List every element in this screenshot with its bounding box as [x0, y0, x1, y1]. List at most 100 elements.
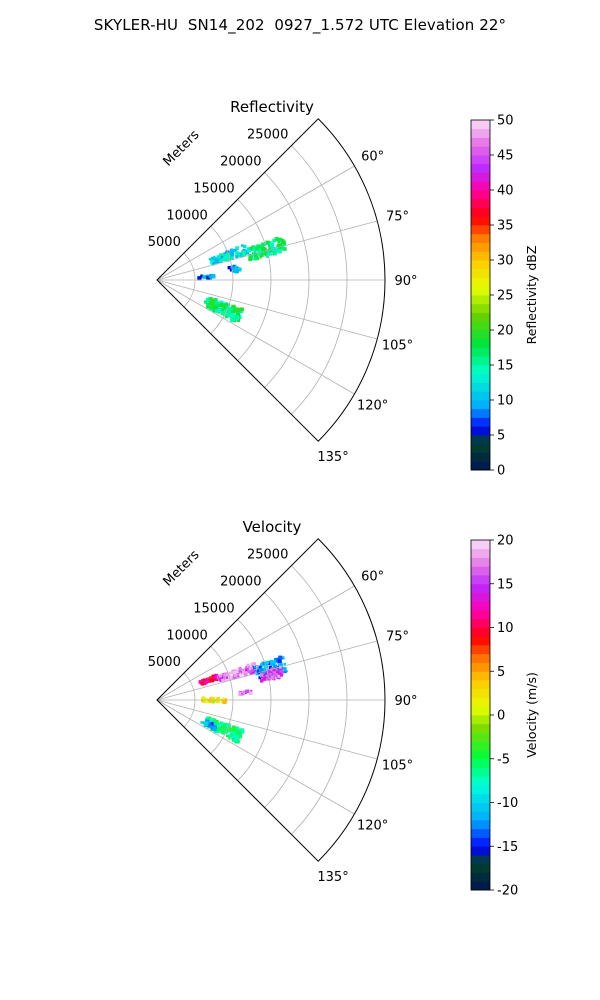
reflectivity-echo-gate: [259, 256, 262, 259]
reflectivity-echo-gate: [217, 303, 221, 307]
figure-title: SKYLER-HU SN14_202 0927_1.572 UTC Elevat…: [93, 16, 507, 34]
velocity-echo-gate: [229, 671, 232, 674]
velocity-echo-gate: [211, 697, 216, 702]
velocity-colorbar-segment: [471, 697, 490, 707]
reflectivity-echo-gate: [241, 244, 244, 247]
velocity-echo-gate: [207, 723, 211, 727]
reflectivity-colorbar-segment: [471, 181, 490, 191]
velocity-colorbar-segment: [471, 540, 490, 550]
velocity-echo-gate: [204, 680, 208, 685]
reflectivity-echo-gate: [235, 246, 240, 251]
reflectivity-echo-gate: [220, 255, 223, 258]
reflectivity-echo-gate: [251, 245, 256, 250]
velocity-echo-gate: [237, 675, 240, 678]
velocity-echo-gate: [245, 666, 249, 670]
velocity-echo-gate: [246, 665, 249, 668]
velocity-echo-gate: [225, 677, 229, 682]
reflectivity-colorbar-segment: [471, 128, 490, 138]
velocity-echo-gate: [260, 663, 264, 667]
reflectivity-echo-gate: [248, 253, 253, 259]
reflectivity-panel: Reflectivity 5000 10000 15000 20000 25000 60…: [148, 98, 539, 479]
velocity-echo-gate: [272, 671, 277, 676]
velocity-echo-gate: [275, 673, 278, 676]
velocity-echo-gate: [250, 662, 255, 667]
reflectivity-echo-gate: [254, 250, 257, 253]
velocity-colorbar-segment: [471, 636, 490, 646]
reflectivity-echo-gate: [239, 252, 244, 257]
reflectivity-colorbar-tick-label: 35: [497, 219, 514, 234]
velocity-echo-gate: [282, 667, 287, 672]
velocity-colorbar-segment: [471, 846, 490, 856]
reflectivity-echo-gate: [256, 244, 260, 248]
reflectivity-colorbar-segment: [471, 120, 490, 130]
velocity-echo-gate: [206, 679, 210, 683]
reflectivity-angle-ticks: 60° 75° 90° 105° 120° 135°: [317, 150, 417, 466]
reflectivity-colorbar-tick-label: 20: [497, 324, 514, 339]
reflectivity-echo-gate: [234, 265, 237, 268]
reflectivity-colorbar-tick-label: 45: [497, 149, 514, 164]
velocity-colorbar-segment: [471, 671, 490, 681]
reflectivity-echo-gate: [236, 318, 241, 322]
velocity-echo-gate: [221, 676, 226, 681]
reflectivity-echo-gate: [265, 240, 270, 245]
reflectivity-echo-gate: [229, 251, 235, 256]
velocity-azimuth-line-3: [156, 699, 378, 760]
reflectivity-echo-gate: [197, 276, 202, 281]
velocity-echo-gate: [238, 666, 242, 670]
reflectivity-echo-gate: [223, 252, 226, 255]
reflectivity-echo-gate: [206, 300, 210, 304]
velocity-echo-gate: [220, 726, 224, 730]
reflectivity-echo-gate: [270, 247, 276, 252]
velocity-colorbar-segment: [471, 741, 490, 751]
reflectivity-echo-gate: [251, 254, 255, 257]
reflectivity-echo-gate: [218, 307, 222, 311]
reflectivity-echo-gate: [213, 255, 216, 258]
velocity-echo-gate: [243, 672, 248, 677]
velocity-echo-gate: [221, 673, 226, 678]
reflectivity-echo-gate: [202, 275, 207, 279]
reflectivity-echo-gate: [251, 258, 254, 261]
reflectivity-colorbar-segment: [471, 303, 490, 313]
reflectivity-echo-gate: [278, 237, 283, 242]
reflectivity-range-tick-label: 5000: [148, 235, 181, 250]
reflectivity-echo-gate: [278, 250, 282, 254]
reflectivity-echo-gate: [214, 258, 220, 264]
reflectivity-colorbar-segment: [471, 382, 490, 392]
velocity-colorbar: -20 -15 -10 -5 0 5 10 15 20 Velocity (m/s): [470, 534, 539, 899]
reflectivity-colorbar-segment: [471, 216, 490, 226]
reflectivity-echo-gate: [282, 247, 286, 251]
reflectivity-colorbar-segment: [471, 277, 490, 287]
reflectivity-colorbar-segment: [471, 435, 490, 445]
velocity-azimuth-tick-label: 60°: [361, 570, 384, 585]
velocity-echo-gate: [253, 665, 257, 669]
velocity-echo-gate: [250, 671, 253, 674]
reflectivity-echo-gate: [265, 254, 270, 258]
velocity-azimuth-tick-label: 120°: [357, 819, 388, 834]
reflectivity-echo-gate: [273, 252, 277, 256]
reflectivity-azimuth-tick-label: 90°: [394, 274, 417, 289]
velocity-echo-gate: [234, 670, 238, 674]
velocity-echo-gate: [235, 739, 240, 744]
reflectivity-echo-gate: [211, 257, 216, 262]
reflectivity-echo-gate: [219, 253, 224, 258]
reflectivity-azimuth-line-1: [156, 220, 378, 281]
reflectivity-azimuth-tick-label: 135°: [317, 450, 348, 465]
reflectivity-colorbar-segment: [471, 225, 490, 235]
velocity-azimuth-tick-label: 90°: [394, 694, 417, 709]
reflectivity-echo-gate: [228, 307, 231, 310]
reflectivity-echo-gate: [219, 259, 223, 263]
reflectivity-echo-gate: [258, 245, 262, 249]
reflectivity-colorbar-segment: [471, 190, 490, 200]
reflectivity-colorbar-segment: [471, 198, 490, 208]
reflectivity-echo-gate: [205, 297, 209, 301]
velocity-echo-gate: [238, 669, 242, 673]
reflectivity-colorbar-segment: [471, 251, 490, 261]
velocity-echo-gate: [243, 667, 246, 671]
velocity-echo-gate: [214, 676, 219, 682]
reflectivity-azimuth-tick-label: 60°: [361, 150, 384, 165]
velocity-echo-gate: [202, 700, 205, 703]
velocity-echo-gate: [223, 724, 227, 729]
velocity-grid: [156, 565, 385, 835]
velocity-azimuth-tick-label: 105°: [382, 758, 413, 773]
reflectivity-echo-gate: [257, 248, 262, 254]
